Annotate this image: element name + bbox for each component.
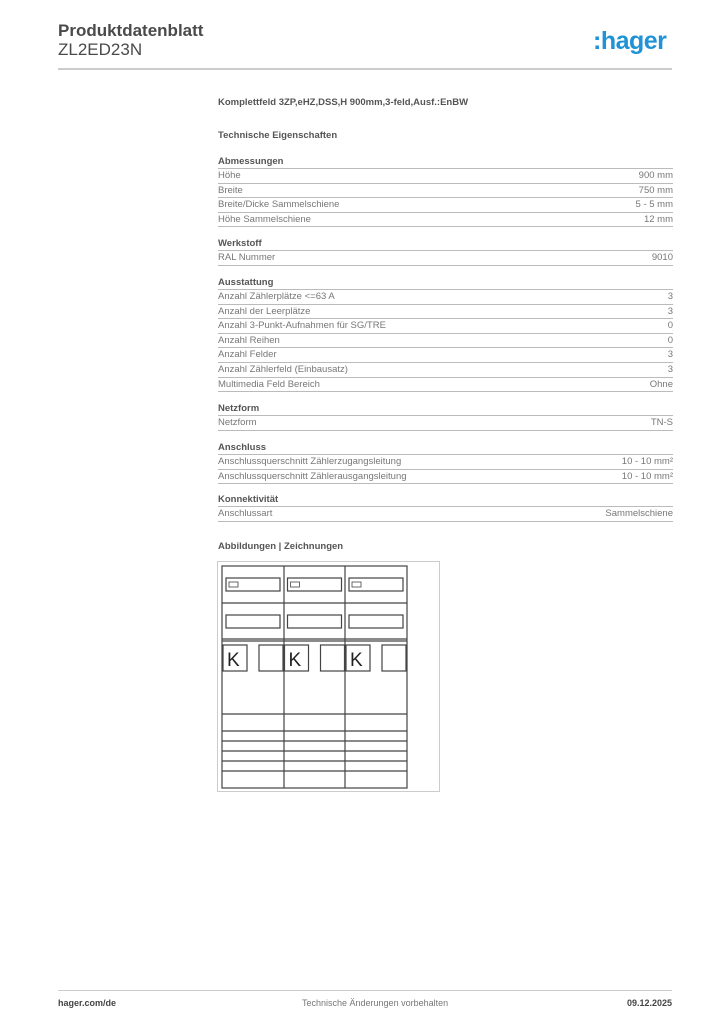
- property-value: 3: [667, 363, 673, 375]
- property-row: Anschlussquerschnitt Zählerausgangsleitu…: [218, 470, 673, 485]
- property-row: Anzahl Zählerfeld (Einbausatz) 3: [218, 363, 673, 378]
- property-label: Anzahl Zählerfeld (Einbausatz): [218, 363, 348, 375]
- property-row: Anzahl Felder 3: [218, 348, 673, 363]
- section-title: Ausstattung: [218, 276, 673, 290]
- product-description: Komplettfeld 3ZP,eHZ,DSS,H 900mm,3-feld,…: [218, 97, 469, 108]
- property-value: 12 mm: [643, 213, 673, 225]
- property-label: Anzahl Felder: [218, 349, 277, 361]
- property-value: 3: [667, 349, 673, 361]
- property-row: Multimedia Feld Bereich Ohne: [218, 378, 673, 393]
- property-row: Netzform TN-S: [218, 416, 673, 431]
- meter-k-box: [283, 644, 310, 672]
- property-label: Anzahl der Leerplätze: [218, 305, 311, 317]
- section-title: Werkstoff: [218, 237, 673, 251]
- meter-k-label: K: [289, 650, 302, 671]
- section-anschluss: Anschluss Anschlussquerschnitt Zählerzuga…: [218, 441, 673, 485]
- property-row: Anschlussquerschnitt Zählerzugangsleitun…: [218, 455, 673, 470]
- empty-slot-box: [258, 644, 284, 672]
- section-ausstattung: Ausstattung Anzahl Zählerplätze <=63 A 3 An…: [218, 276, 673, 393]
- property-label: Anschlussart: [218, 508, 273, 519]
- label-box: [348, 614, 404, 629]
- meter-icon: [351, 581, 362, 588]
- meter-k-box: [222, 644, 248, 672]
- article-number: ZL2ED23N: [58, 40, 143, 59]
- property-label: Anschlussquerschnitt Zählerzugangsleitun…: [218, 456, 402, 467]
- empty-slot-box: [319, 644, 346, 672]
- section-title: Anschluss: [218, 441, 673, 455]
- property-label: Anschlussquerschnitt Zählerausgangsleitu…: [218, 470, 407, 482]
- drawings-heading: Abbildungen | Zeichnungen: [218, 541, 344, 552]
- meter-icon: [228, 581, 239, 588]
- property-value: 9010: [651, 252, 673, 263]
- property-value: 0: [667, 334, 673, 346]
- property-value: 0: [667, 320, 673, 332]
- property-value: 750 mm: [638, 184, 673, 196]
- meter-k-box: [345, 644, 371, 672]
- property-row: Anschlussart Sammelschiene: [218, 507, 673, 522]
- section-konnektivität: Konnektivität Anschlussart Sammelschiene: [218, 493, 673, 522]
- property-value: Ohne: [649, 378, 673, 390]
- panel-outline: [221, 565, 408, 789]
- meter-icon: [290, 581, 300, 588]
- property-row: Anzahl 3-Punkt-Aufnahmen für SG/TRE 0: [218, 319, 673, 334]
- property-label: Breite: [218, 184, 243, 196]
- meter-k-label: K: [350, 650, 363, 671]
- meter-window: [225, 577, 281, 592]
- property-row: Anzahl der Leerplätze 3: [218, 305, 673, 320]
- footer-date: 09.12.2025: [626, 998, 672, 1008]
- property-value: 3: [667, 291, 673, 302]
- footer-notice: Technische Änderungen vorbehalten: [302, 998, 449, 1008]
- property-label: Breite/Dicke Sammelschiene: [218, 199, 340, 211]
- property-label: Anzahl Reihen: [218, 334, 280, 346]
- property-label: Multimedia Feld Bereich: [218, 378, 320, 390]
- label-box: [286, 614, 343, 629]
- property-value: Sammelschiene: [605, 508, 673, 519]
- property-row: Anzahl Zählerplätze <=63 A 3: [218, 290, 673, 305]
- meter-window: [348, 577, 404, 592]
- section-title: Abmessungen: [218, 155, 673, 169]
- footer-website[interactable]: hager.com/de: [58, 998, 117, 1008]
- meter-k-label: K: [227, 650, 240, 671]
- property-label: Höhe Sammelschiene: [218, 213, 311, 225]
- section-netzform: Netzform Netzform TN-S: [218, 402, 673, 431]
- property-value: 5 - 5 mm: [635, 199, 673, 211]
- property-row: Anzahl Reihen 0: [218, 334, 673, 349]
- label-box: [225, 614, 281, 629]
- meter-window: [286, 577, 343, 592]
- tech-heading: Technische Eigenschaften: [218, 130, 338, 141]
- property-row: Höhe Sammelschiene 12 mm: [218, 213, 673, 228]
- property-value: 3: [667, 305, 673, 317]
- property-label: Anzahl Zählerplätze <=63 A: [218, 291, 335, 302]
- property-row: Höhe 900 mm: [218, 169, 673, 184]
- section-title: Konnektivität: [218, 493, 673, 507]
- section-werkstoff: Werkstoff RAL Nummer 9010: [218, 237, 673, 266]
- property-value: 10 - 10 mm²: [621, 456, 673, 467]
- hager-logo: :hager: [593, 27, 667, 55]
- property-row: Breite/Dicke Sammelschiene 5 - 5 mm: [218, 198, 673, 213]
- section-abmessungen: Abmessungen Höhe 900 mm Breite 750 mm Breite/…: [218, 155, 673, 228]
- property-value: TN-S: [650, 417, 673, 428]
- property-row: RAL Nummer 9010: [218, 251, 673, 266]
- property-label: RAL Nummer: [218, 252, 276, 263]
- property-label: Höhe: [218, 170, 241, 181]
- property-value: 900 mm: [638, 170, 673, 181]
- property-label: Netzform: [218, 417, 257, 428]
- page-title: Produktdatenblatt: [58, 21, 204, 40]
- section-title: Netzform: [218, 402, 673, 416]
- property-value: 10 - 10 mm²: [621, 470, 673, 482]
- property-row: Breite 750 mm: [218, 184, 673, 199]
- footer-divider: [58, 990, 672, 991]
- property-label: Anzahl 3-Punkt-Aufnahmen für SG/TRE: [218, 320, 386, 332]
- header-divider: [58, 68, 672, 70]
- empty-slot-box: [381, 644, 407, 672]
